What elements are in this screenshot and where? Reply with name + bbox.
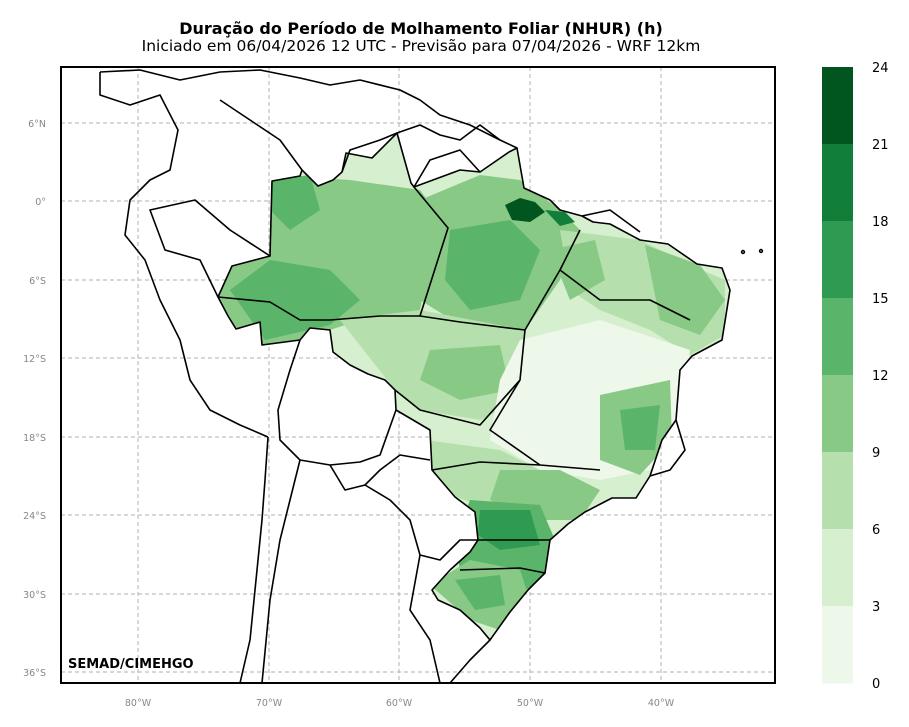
colorbar-label: 3 (872, 600, 881, 615)
colorbar-segment (822, 67, 853, 145)
lon-tick-labels: 80°W 70°W 60°W 50°W 40°W (125, 698, 675, 709)
colorbar-label: 9 (872, 446, 881, 461)
colorbar-label: 21 (872, 138, 889, 153)
lon-tick-label: 60°W (386, 698, 413, 709)
lat-tick-label: 0° (35, 197, 46, 208)
lon-tick-label: 70°W (256, 698, 283, 709)
lat-tick-label: 24°S (23, 511, 46, 522)
colorbar-label: 0 (872, 677, 881, 692)
colorbar-label: 12 (872, 369, 889, 384)
borders (99, 69, 764, 683)
lon-tick-label: 80°W (125, 698, 152, 709)
lon-tick-label: 40°W (648, 698, 675, 709)
credit-label: SEMAD/CIMEHGO (68, 657, 194, 672)
map-title: Duração do Período de Molhamento Foliar … (179, 19, 663, 38)
colorbar-segment (822, 606, 853, 684)
colorbar-label: 6 (872, 523, 881, 538)
colorbar-label: 15 (872, 292, 889, 307)
lat-tick-labels: 6°N 0° 6°S 12°S 18°S 24°S 30°S 36°S (23, 119, 46, 679)
colorbar-label: 24 (872, 61, 889, 76)
colorbar-segment (822, 298, 853, 376)
colorbar-segment (822, 375, 853, 453)
colorbar-segment (822, 529, 853, 607)
colorbar-label: 18 (872, 215, 889, 230)
lat-tick-label: 36°S (23, 668, 46, 679)
lat-tick-label: 6°S (29, 276, 46, 287)
brazil-field (218, 133, 730, 640)
colorbar-segment (822, 452, 853, 530)
map-subtitle: Iniciado em 06/04/2026 12 UTC - Previsão… (141, 37, 701, 55)
lon-tick-label: 50°W (517, 698, 544, 709)
lat-tick-label: 18°S (23, 433, 46, 444)
lat-tick-label: 30°S (23, 590, 46, 601)
lat-tick-label: 12°S (23, 354, 46, 365)
lat-tick-label: 6°N (28, 119, 46, 130)
colorbar-segment (822, 221, 853, 299)
map-frame (60, 66, 776, 684)
colorbar (822, 67, 853, 684)
colorbar-segment (822, 144, 853, 222)
